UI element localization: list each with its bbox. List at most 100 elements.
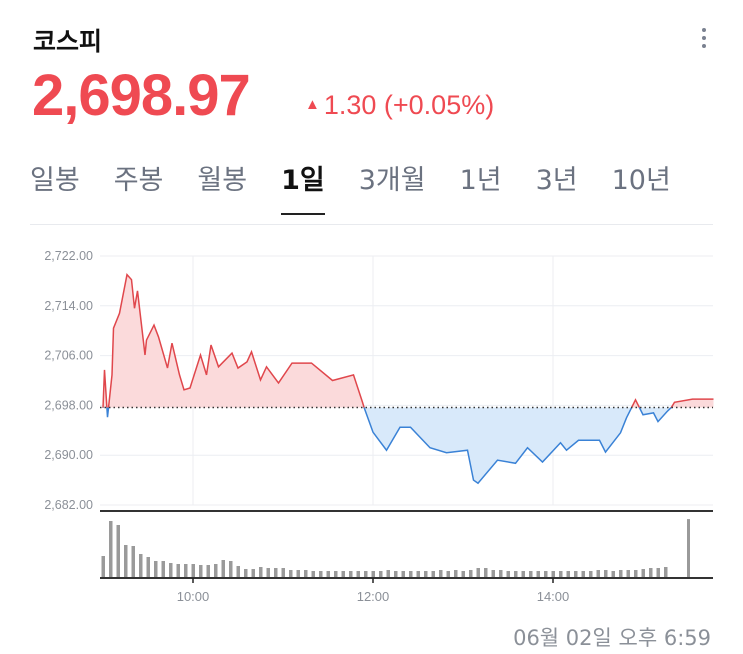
volume-bar [439, 570, 443, 578]
volume-bar [386, 570, 390, 578]
volume-bar [409, 571, 413, 578]
tabs-divider [30, 224, 713, 225]
triangle-up-icon: ▲ [305, 96, 320, 113]
volume-bar [251, 569, 255, 578]
volume-bar [656, 568, 660, 578]
intraday-chart[interactable]: 2,722.00 2,714.00 2,706.00 2,698.00 2,690.00… [0, 240, 743, 610]
tab-weekly[interactable]: 주봉 [113, 165, 164, 196]
volume-bar [236, 566, 240, 578]
volume-bar [221, 560, 225, 578]
volume-bar [416, 571, 420, 578]
x-tick-label: 12:00 [357, 589, 390, 604]
price-change-value: 1.30 (+0.05%) [323, 90, 495, 120]
volume-bar [491, 570, 495, 578]
volume-bar [446, 571, 450, 578]
tab-3year[interactable]: 3년 [535, 165, 578, 196]
volume-bar [566, 571, 570, 578]
volume-bar [454, 570, 458, 578]
volume-bar [319, 571, 323, 578]
volume-bar [206, 565, 210, 578]
volume-bar [589, 571, 593, 578]
volume-bar [476, 568, 480, 578]
updated-timestamp: 06월 02일 오후 6:59 [513, 626, 711, 650]
y-tick-label: 2,682.00 [44, 498, 93, 512]
volume-bar [146, 557, 150, 578]
price-change: ▲ 1.30 (+0.05%) [305, 90, 494, 121]
volume-bar [604, 570, 608, 578]
volume-bar [154, 561, 158, 578]
volume-bar-close [687, 519, 690, 578]
volume-bar [536, 571, 540, 578]
volume-bar [341, 571, 345, 578]
volume-bar [259, 567, 263, 578]
volume-bar [304, 570, 308, 578]
volume-bar [266, 568, 270, 578]
area-above-baseline [103, 274, 714, 408]
volume-bar [431, 571, 435, 578]
volume-bar [244, 569, 248, 578]
y-tick-label: 2,722.00 [44, 249, 93, 263]
volume-bar [529, 571, 533, 578]
more-vertical-icon[interactable] [696, 28, 712, 58]
volume-bar [544, 571, 548, 578]
current-price: 2,698.97 [32, 63, 251, 128]
volume-bar [649, 568, 653, 578]
volume-bar [124, 545, 128, 578]
y-tick-label: 2,706.00 [44, 349, 93, 363]
volume-bar [161, 561, 165, 578]
x-tick-label: 14:00 [537, 589, 570, 604]
volume-bar [574, 571, 578, 578]
volume-bar [596, 570, 600, 578]
volume-bar [559, 571, 563, 578]
volume-bar [169, 563, 173, 578]
volume-bar [581, 571, 585, 578]
volume-bar [626, 570, 630, 578]
tab-3month[interactable]: 3개월 [358, 165, 426, 196]
volume-bar [634, 570, 638, 578]
y-tick-label: 2,714.00 [44, 299, 93, 313]
volume-bar [394, 571, 398, 578]
volume-bar [109, 521, 113, 578]
tab-monthly[interactable]: 월봉 [197, 165, 248, 196]
volume-bar [379, 571, 383, 578]
y-tick-label: 2,698.00 [44, 398, 93, 412]
volume-bar [364, 571, 368, 578]
volume-bar [349, 571, 353, 578]
volume-bar [116, 525, 120, 578]
tab-daily[interactable]: 일봉 [30, 165, 80, 196]
tab-1year[interactable]: 1년 [459, 165, 502, 196]
index-title: 코스피 [33, 27, 103, 56]
tab-10year[interactable]: 10년 [611, 165, 671, 196]
volume-bar [551, 571, 555, 578]
volume-bar [461, 571, 465, 578]
volume-bar [499, 570, 503, 578]
x-tick-label: 10:00 [177, 589, 210, 604]
volume-bar [214, 564, 218, 578]
volume-bar [664, 567, 668, 578]
volume-bar [274, 568, 278, 578]
volume-bar [469, 570, 473, 578]
volume-bar [371, 571, 375, 578]
volume-bar [139, 554, 143, 578]
volume-bar [619, 570, 623, 578]
volume-bar [229, 561, 233, 578]
volume-bar [281, 568, 285, 578]
volume-bar [484, 568, 488, 578]
volume-bar [101, 556, 105, 578]
volume-bar [311, 571, 315, 578]
volume-bar [296, 570, 300, 578]
volume-bar [424, 571, 428, 578]
y-tick-label: 2,690.00 [44, 448, 93, 462]
volume-bar [514, 571, 518, 578]
volume-bar [184, 564, 188, 578]
area-below-baseline [103, 407, 714, 484]
volume-bar [641, 569, 645, 578]
volume-bar [176, 564, 180, 578]
volume-bar [326, 571, 330, 578]
tab-1day[interactable]: 1일 [281, 158, 325, 215]
price-line-down [102, 407, 673, 485]
volume-bar [191, 564, 195, 578]
volume-bar [506, 571, 510, 578]
volume-bar [131, 546, 135, 578]
